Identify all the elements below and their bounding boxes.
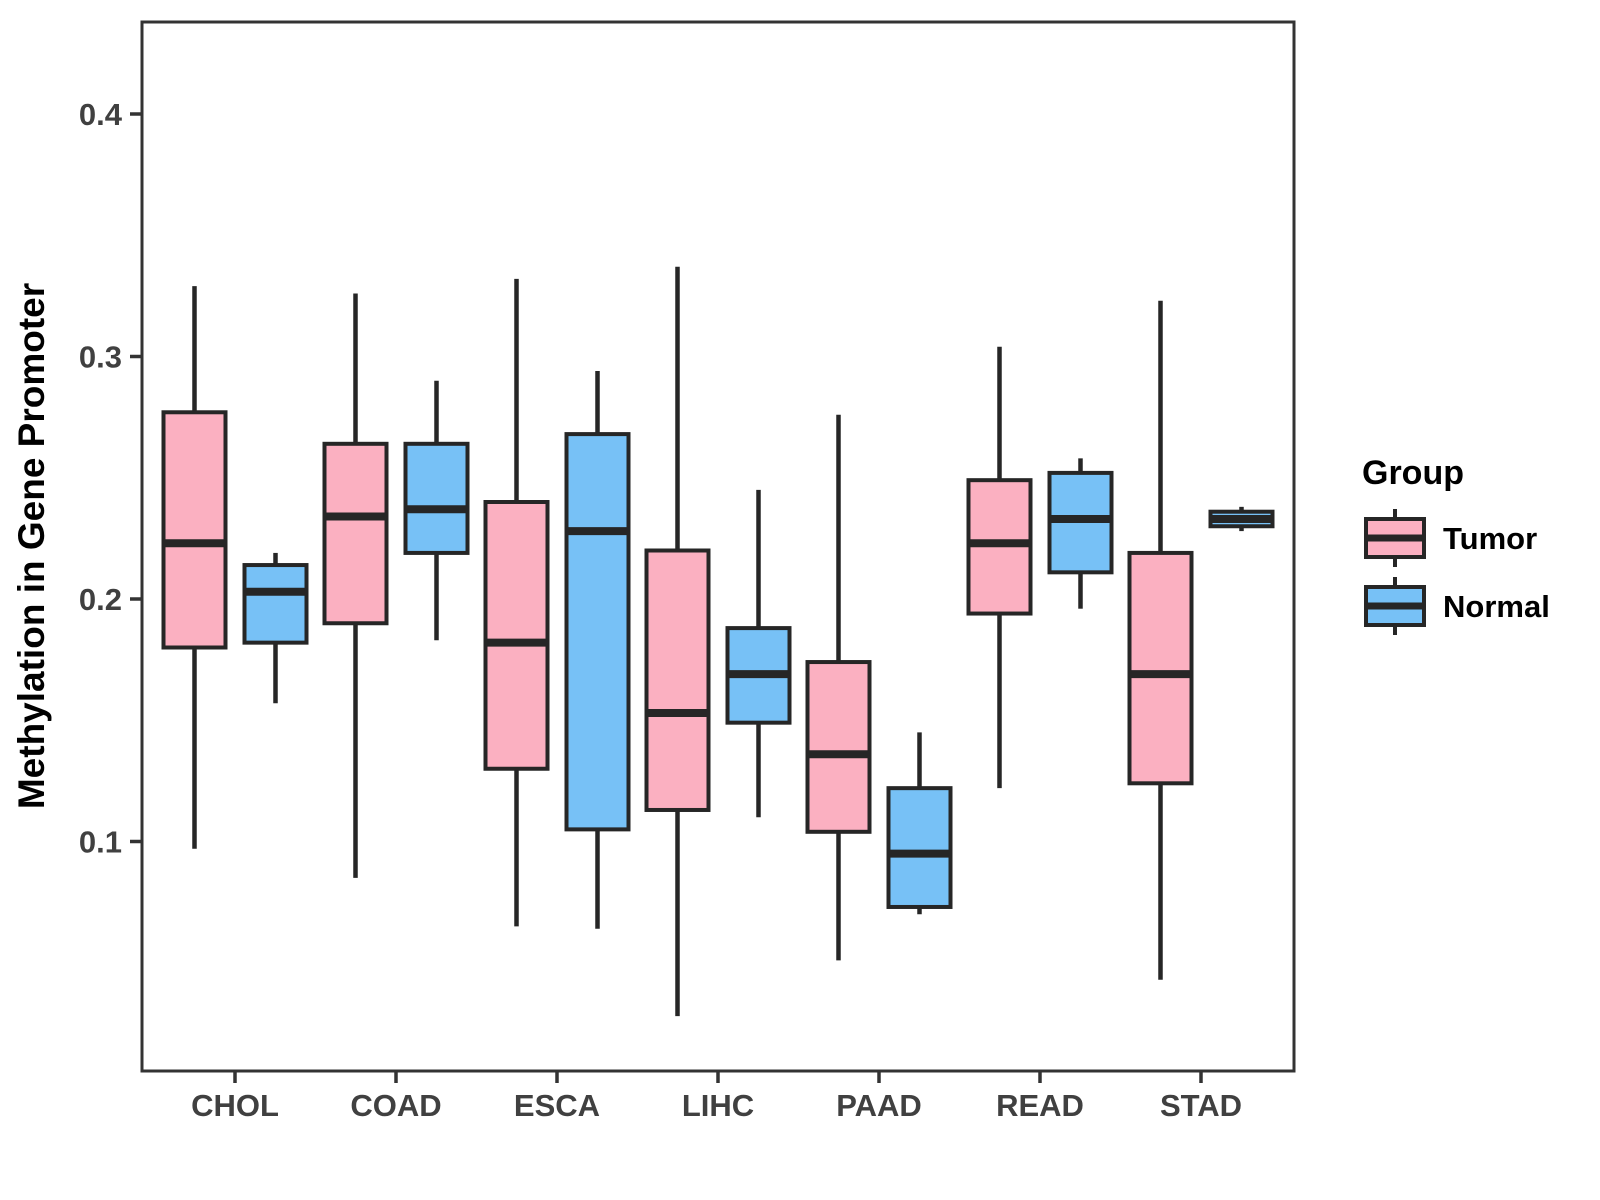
box [564, 432, 631, 832]
boxplot-LIHC-Normal [725, 489, 792, 818]
box [805, 660, 872, 834]
boxplot-PAAD-Normal [886, 732, 953, 915]
y-tick-label: 0.3 [79, 340, 122, 375]
x-tick-label-COAD: COAD [350, 1088, 441, 1123]
boxplot-LIHC-Tumor [644, 266, 711, 1017]
axes-layer: 0.1 0.2 0.3 0.4 CHOL COAD ESCA LIHC PAAD READ STAD [79, 20, 1296, 1123]
legend-title: Group [1362, 454, 1464, 492]
box [483, 500, 550, 771]
boxplot-COAD-Normal [403, 380, 470, 641]
legend-label-normal: Normal [1443, 589, 1550, 624]
legend: Group Tumor Normal [1362, 454, 1550, 635]
boxplot-READ-Normal [1047, 458, 1114, 609]
legend-label-tumor: Tumor [1443, 521, 1537, 556]
boxplot-ESCA-Normal [564, 371, 631, 929]
box [886, 786, 953, 909]
x-tick-label-PAAD: PAAD [836, 1088, 922, 1123]
boxplot-STAD-Tumor [1127, 300, 1194, 980]
x-tick-label-READ: READ [996, 1088, 1084, 1123]
y-tick-label: 0.2 [79, 582, 122, 617]
box [644, 548, 711, 812]
legend-key-tumor: Tumor [1364, 509, 1537, 567]
box [403, 441, 470, 555]
y-axis-title: Methylation in Gene Promoter [11, 283, 52, 809]
x-tick-label-STAD: STAD [1160, 1088, 1242, 1123]
box [242, 563, 309, 645]
boxplot-READ-Tumor [966, 346, 1033, 789]
boxplot-STAD-Normal [1208, 506, 1275, 532]
y-tick-label: 0.4 [79, 97, 123, 132]
boxplot-CHOL-Normal [242, 552, 309, 704]
boxplot-COAD-Tumor [322, 293, 389, 878]
box [161, 410, 228, 650]
boxplot-ESCA-Tumor [483, 278, 550, 927]
x-tick-label-CHOL: CHOL [191, 1088, 279, 1123]
boxplot-PAAD-Tumor [805, 414, 872, 961]
panel-border [140, 20, 1296, 1073]
box [322, 441, 389, 626]
boxes-layer [161, 266, 1275, 1017]
box [1127, 550, 1194, 786]
x-tick-label-ESCA: ESCA [514, 1088, 600, 1123]
x-tick-label-LIHC: LIHC [682, 1088, 754, 1123]
legend-key-normal: Normal [1364, 577, 1550, 635]
boxplot-CHOL-Tumor [161, 286, 228, 849]
y-tick-label: 0.1 [79, 825, 122, 860]
